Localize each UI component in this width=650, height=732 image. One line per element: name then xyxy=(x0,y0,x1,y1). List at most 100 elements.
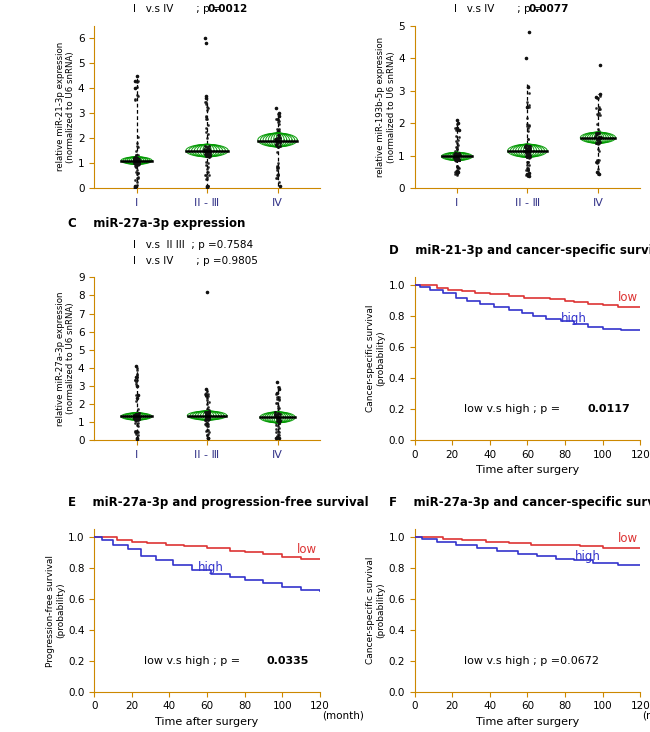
Point xyxy=(595,132,606,143)
Point xyxy=(594,108,604,120)
Point xyxy=(133,411,143,422)
Point xyxy=(201,37,211,49)
Point xyxy=(594,90,604,102)
Point xyxy=(202,430,213,441)
Point xyxy=(132,412,142,424)
Point xyxy=(129,152,140,163)
Point xyxy=(132,176,142,187)
Point xyxy=(202,143,212,155)
Point xyxy=(452,149,463,161)
Point xyxy=(273,406,283,417)
Point xyxy=(273,116,283,128)
Text: C    miR-27a-3p expression: C miR-27a-3p expression xyxy=(68,217,246,230)
Point xyxy=(203,388,213,400)
Point xyxy=(450,168,460,180)
Point xyxy=(273,420,283,432)
Point xyxy=(129,155,140,167)
Point xyxy=(129,154,140,166)
Point xyxy=(204,143,214,155)
Point xyxy=(593,103,604,115)
Text: (month): (month) xyxy=(322,711,364,720)
Point xyxy=(520,145,530,157)
Point xyxy=(523,143,534,155)
Point xyxy=(205,149,215,161)
Point xyxy=(201,111,211,122)
Text: D    miR-21-3p and cancer-specific survival: D miR-21-3p and cancer-specific survival xyxy=(389,244,650,257)
Point xyxy=(450,153,461,165)
Point xyxy=(450,124,461,136)
Point xyxy=(270,409,281,421)
Point xyxy=(131,427,141,438)
Point xyxy=(592,138,602,149)
Point xyxy=(274,384,284,395)
Point xyxy=(274,110,284,122)
Point xyxy=(205,145,215,157)
Point xyxy=(201,417,211,429)
Point xyxy=(200,141,210,152)
Point xyxy=(133,411,143,423)
Point xyxy=(272,169,283,181)
Point xyxy=(274,137,285,149)
Point xyxy=(271,139,281,151)
Point xyxy=(202,414,212,425)
Point xyxy=(272,387,282,399)
Point xyxy=(595,136,605,148)
Point xyxy=(131,415,142,427)
Point xyxy=(202,419,213,431)
Point xyxy=(133,408,143,420)
Point xyxy=(202,113,213,125)
Point xyxy=(129,152,140,164)
Point xyxy=(203,433,213,444)
Point xyxy=(451,149,462,161)
Point xyxy=(201,147,211,159)
Point xyxy=(201,411,211,423)
Point xyxy=(450,141,461,152)
Point xyxy=(131,376,141,387)
Point xyxy=(274,381,284,393)
Point xyxy=(272,160,282,171)
Point xyxy=(201,412,211,424)
Point xyxy=(202,161,213,173)
Point xyxy=(522,147,532,159)
Point xyxy=(203,151,214,163)
Point xyxy=(133,417,144,429)
Point xyxy=(131,153,141,165)
Point xyxy=(131,158,142,170)
Point xyxy=(132,380,142,392)
Point xyxy=(273,108,283,119)
X-axis label: Time after surgery: Time after surgery xyxy=(155,717,259,727)
Point xyxy=(451,151,462,163)
Point xyxy=(272,397,282,408)
Point xyxy=(133,410,144,422)
Point xyxy=(523,164,533,176)
Point xyxy=(273,381,283,393)
Point xyxy=(202,413,213,425)
Point xyxy=(133,131,143,143)
Point xyxy=(202,144,213,156)
Point xyxy=(270,389,281,400)
Point xyxy=(524,142,534,154)
Point xyxy=(593,156,603,168)
Point xyxy=(202,159,212,171)
Point xyxy=(202,145,212,157)
Point xyxy=(592,134,602,146)
Point xyxy=(453,153,463,165)
Point xyxy=(201,425,211,437)
Point xyxy=(594,135,604,146)
Point xyxy=(523,133,533,145)
Point xyxy=(450,122,460,134)
Point xyxy=(129,157,140,169)
Point xyxy=(202,392,212,404)
Point xyxy=(133,410,143,422)
Point xyxy=(130,75,140,86)
Point xyxy=(131,172,142,184)
Point xyxy=(131,371,142,383)
Point xyxy=(452,165,462,176)
Point xyxy=(202,181,212,193)
Point xyxy=(202,102,212,113)
Point xyxy=(521,139,532,151)
Point xyxy=(203,403,214,415)
Text: F    miR-27a-3p and cancer-specific survival: F miR-27a-3p and cancer-specific surviva… xyxy=(389,496,650,509)
Point xyxy=(130,94,140,106)
Point xyxy=(521,159,532,171)
